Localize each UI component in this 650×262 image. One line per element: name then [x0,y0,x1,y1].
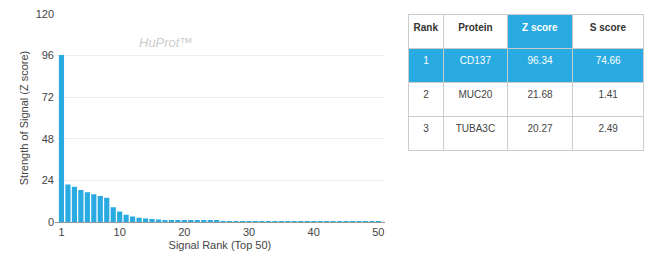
svg-text:120: 120 [36,8,54,20]
svg-text:30: 30 [243,226,255,238]
svg-text:Rank: Rank [414,22,439,33]
svg-text:20: 20 [178,226,190,238]
svg-text:40: 40 [308,226,320,238]
svg-text:50: 50 [372,226,384,238]
svg-text:10: 10 [114,226,126,238]
svg-text:1: 1 [58,226,64,238]
svg-text:96: 96 [42,49,54,61]
svg-text:20.27: 20.27 [527,123,552,134]
svg-text:Protein: Protein [458,22,492,33]
svg-text:72: 72 [42,91,54,103]
svg-text:74.66: 74.66 [596,55,621,66]
svg-text:HuProt™: HuProt™ [139,35,192,50]
svg-text:21.68: 21.68 [527,89,552,100]
svg-text:CD137: CD137 [460,55,492,66]
svg-text:96.34: 96.34 [527,55,552,66]
svg-text:2.49: 2.49 [598,123,618,134]
svg-text:24: 24 [42,174,54,186]
svg-text:2: 2 [423,89,429,100]
svg-text:Strength of Signal (Z score): Strength of Signal (Z score) [18,51,30,186]
svg-text:MUC20: MUC20 [458,89,492,100]
svg-text:S score: S score [590,22,627,33]
svg-text:48: 48 [42,133,54,145]
svg-text:0: 0 [48,216,54,228]
svg-text:TUBA3C: TUBA3C [456,123,495,134]
svg-text:Signal Rank (Top 50): Signal Rank (Top 50) [169,239,272,251]
svg-text:1.41: 1.41 [598,89,618,100]
svg-text:1: 1 [423,55,429,66]
svg-text:3: 3 [423,123,429,134]
svg-text:Z score: Z score [522,22,558,33]
